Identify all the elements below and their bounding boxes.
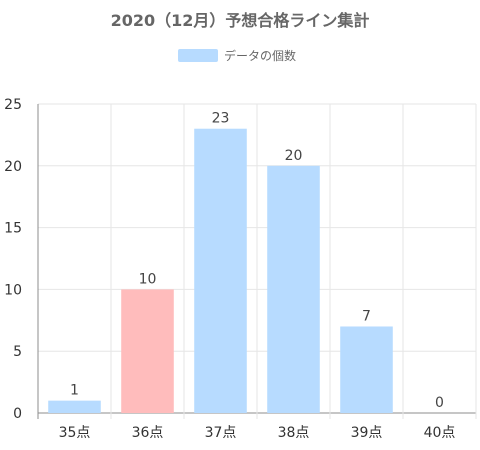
data-label: 10 bbox=[139, 271, 157, 287]
x-tick-label: 35点 bbox=[59, 425, 91, 441]
legend-swatch bbox=[178, 49, 218, 62]
y-tick-label: 10 bbox=[4, 282, 22, 298]
data-label: 1 bbox=[70, 383, 79, 399]
y-tick-label: 5 bbox=[13, 344, 22, 360]
x-tick-label: 39点 bbox=[351, 425, 383, 441]
bar bbox=[48, 400, 101, 413]
y-tick-label: 15 bbox=[4, 221, 22, 237]
x-tick-label: 40点 bbox=[424, 425, 456, 441]
bar bbox=[121, 289, 174, 413]
legend-label: データの個数 bbox=[224, 48, 296, 63]
bars-layer bbox=[48, 128, 393, 413]
chart-title: 2020（12月）予想合格ライン集計 bbox=[111, 11, 370, 30]
x-tick-label: 37点 bbox=[205, 425, 237, 441]
x-tick-label: 36点 bbox=[132, 425, 164, 441]
bar bbox=[267, 165, 320, 413]
data-label: 23 bbox=[212, 111, 230, 127]
data-label: 20 bbox=[285, 148, 303, 164]
axis-layer bbox=[37, 104, 477, 419]
labels-layer: 0 5 10 15 20 25 1 35点 10 36点 23 37点 20 38点 7 39点 0 40点 bbox=[4, 97, 455, 441]
bar bbox=[340, 326, 393, 413]
data-label: 0 bbox=[435, 395, 444, 411]
y-tick-label: 25 bbox=[4, 97, 22, 113]
x-tick-label: 38点 bbox=[278, 425, 310, 441]
y-tick-label: 20 bbox=[4, 159, 22, 175]
data-label: 7 bbox=[362, 308, 371, 324]
bar bbox=[194, 128, 247, 413]
y-tick-label: 0 bbox=[13, 406, 22, 422]
